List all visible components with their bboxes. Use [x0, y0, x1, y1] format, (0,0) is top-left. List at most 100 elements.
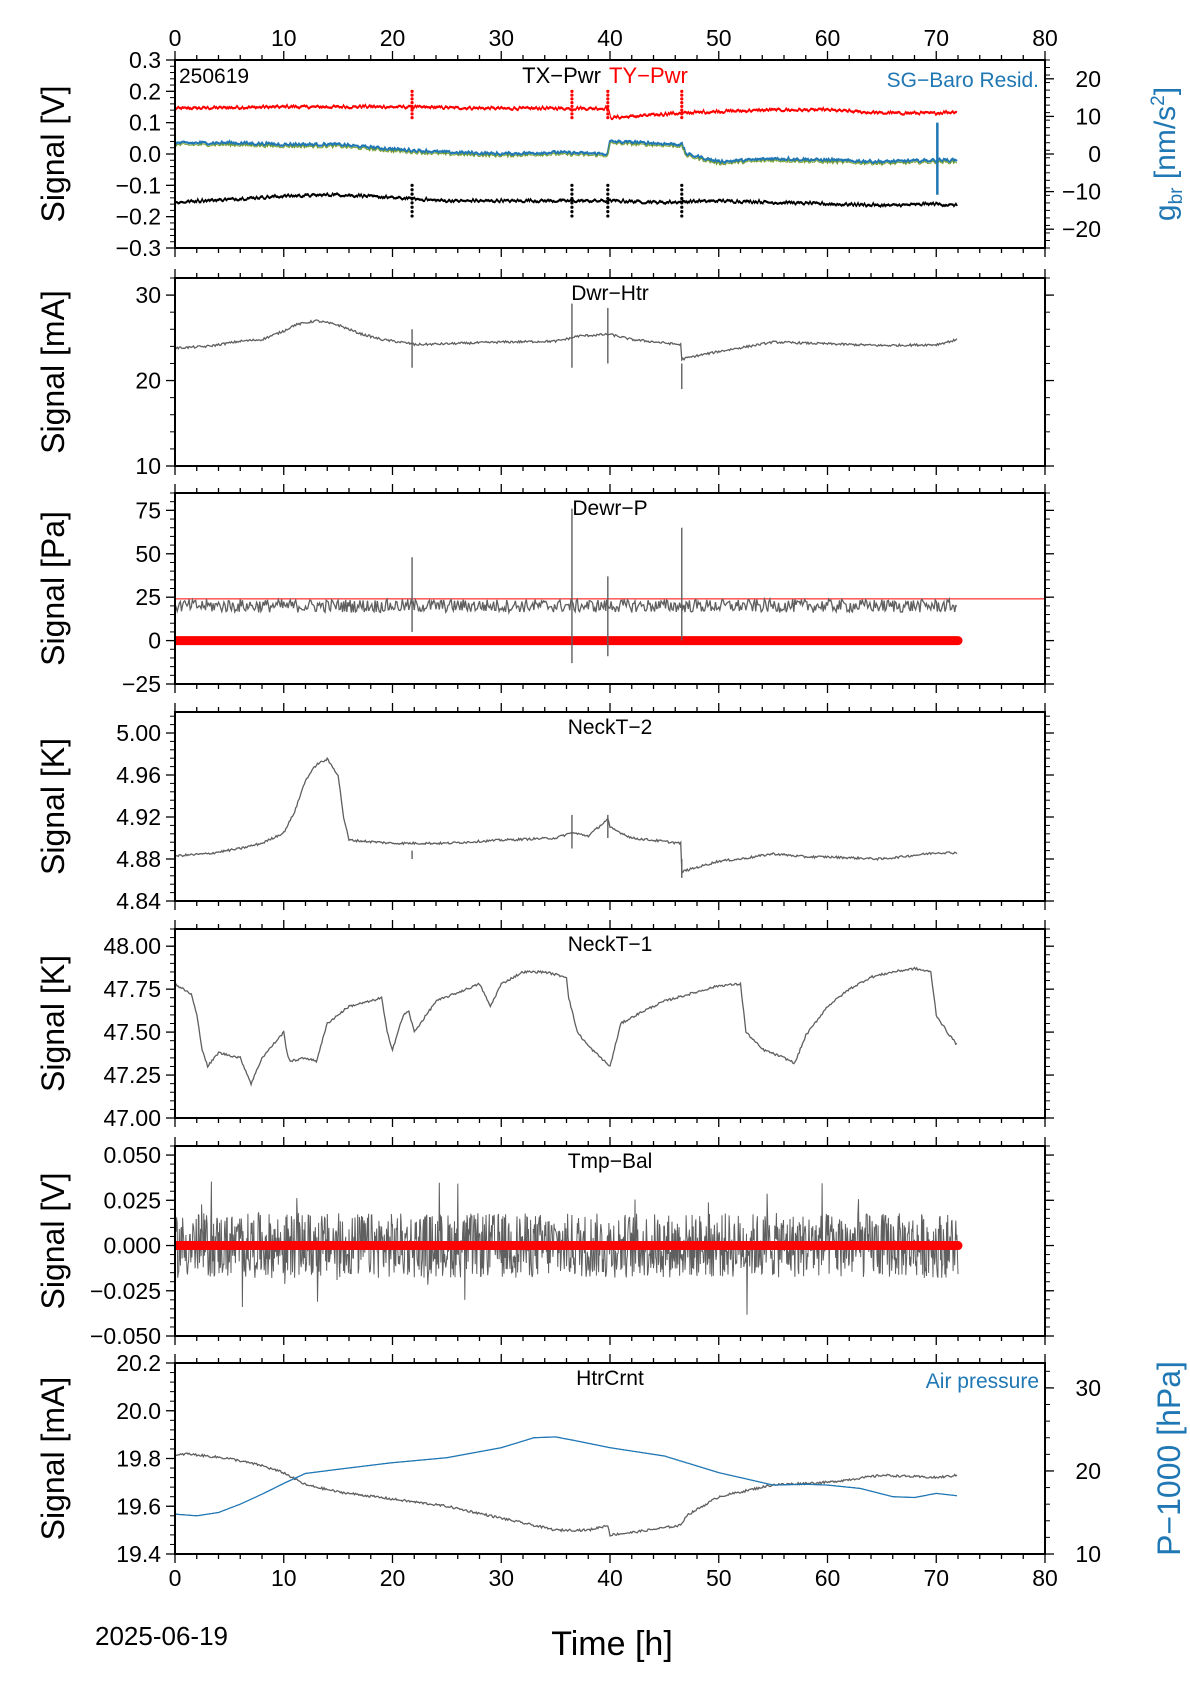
spike-point — [606, 116, 610, 120]
spike-point — [410, 214, 414, 218]
y2-tick-label: 20 — [1075, 66, 1101, 92]
spike-point — [570, 183, 574, 187]
y2-label-main: g — [1149, 204, 1182, 221]
spike-point — [680, 116, 684, 120]
spike-point — [606, 196, 610, 201]
series-line — [175, 191, 958, 210]
spike-point — [410, 108, 414, 112]
panel-title: Dewr−P — [572, 497, 647, 520]
series-line-fit — [175, 142, 958, 167]
y-axis-label: Signal [K] — [35, 738, 71, 875]
y-tick-label: 0.1 — [129, 110, 161, 136]
series-line-fit — [175, 106, 958, 122]
panel-2: 10 20 30 Signal [mA] Dwr−Htr — [35, 269, 1054, 479]
y-tick-label: 5.00 — [116, 720, 161, 746]
y2-label-sup: 2 — [1148, 95, 1169, 106]
chart-panels: 0 10 20 30 40 50 60 70 80−0.3−0.2−0.10.00.10.20.… — [35, 25, 1187, 1591]
y-tick-label: 4.96 — [116, 762, 161, 788]
y-tick-label: 0.2 — [129, 78, 161, 104]
spike-point — [570, 108, 574, 112]
y-axis-label: Signal [mA] — [35, 1377, 71, 1541]
y-tick-label: 48.00 — [103, 933, 161, 959]
x-tick-label: 30 — [488, 25, 514, 51]
y-tick-label: 0.000 — [103, 1233, 161, 1259]
spike-point — [410, 188, 414, 192]
y-tick-label: 0.050 — [103, 1142, 161, 1168]
x-tick-label: 20 — [380, 1565, 406, 1591]
panel-title: NeckT−2 — [568, 716, 653, 739]
x-tick-label: 50 — [706, 1565, 732, 1591]
spike-point — [410, 112, 414, 116]
y2-label-close: ] — [1149, 87, 1182, 95]
panel-3: −25 0 25 50 75 Signal [Pa] Dewr−P — [35, 484, 1054, 697]
y-tick-label: −0.3 — [116, 235, 161, 261]
series-line — [175, 139, 958, 166]
plot-area — [175, 493, 1045, 684]
x-tick-label: 10 — [271, 1565, 297, 1591]
spike-point — [680, 192, 684, 196]
y-tick-label: 19.8 — [116, 1446, 161, 1472]
x-tick-label: 70 — [923, 25, 949, 51]
spike-point — [680, 205, 684, 209]
plot-content — [175, 1181, 963, 1315]
y2-axis-label: P−1000 [hPa] — [1151, 1361, 1187, 1556]
spike-point — [680, 188, 684, 192]
spike-point — [606, 101, 610, 105]
y-tick-label: 47.00 — [103, 1105, 161, 1131]
spike-point — [410, 89, 414, 93]
y-axis-label: Signal [V] — [35, 1173, 71, 1310]
y-tick-label: −0.1 — [116, 172, 161, 198]
y-tick-label: 0.0 — [129, 141, 161, 167]
plot-area — [175, 929, 1045, 1118]
spike-point — [606, 188, 610, 192]
y2-tick-label: −20 — [1062, 216, 1101, 242]
y-tick-label: 0.025 — [103, 1187, 161, 1213]
spike-point — [606, 104, 610, 108]
spike-point — [606, 205, 610, 209]
plot-content — [175, 966, 958, 1087]
y-tick-label: 20 — [135, 368, 161, 394]
x-tick-label: 60 — [815, 1565, 841, 1591]
x-tick-label: 0 — [169, 25, 182, 51]
series-line — [175, 966, 958, 1087]
spike-point — [570, 97, 574, 101]
spike-point — [680, 104, 684, 108]
spike-point — [410, 183, 414, 187]
plot-area — [175, 1363, 1045, 1554]
spike-point — [570, 196, 574, 201]
y-tick-label: −25 — [122, 671, 161, 697]
y-tick-label: 20.0 — [116, 1398, 161, 1424]
spike-point — [680, 112, 684, 116]
x-tick-label: 0 — [169, 1565, 182, 1591]
y-tick-label: 19.6 — [116, 1493, 161, 1519]
panel-stamp: 250619 — [179, 65, 249, 88]
spike-point — [680, 97, 684, 101]
spike-point — [570, 101, 574, 105]
spike-point — [606, 183, 610, 187]
spike-point — [570, 210, 574, 214]
y-tick-label: 4.92 — [116, 804, 161, 830]
x-tick-label: 40 — [597, 25, 623, 51]
series-line — [175, 1436, 957, 1517]
legend-sg-baro: SG−Baro Resid. — [887, 69, 1039, 92]
y-tick-label: 0 — [148, 628, 161, 654]
spike-point — [570, 192, 574, 196]
spike-point — [680, 214, 684, 218]
spike-point — [570, 112, 574, 116]
spike-point — [606, 192, 610, 196]
series-line — [175, 756, 958, 874]
y-tick-label: 25 — [135, 584, 161, 610]
y2-tick-label: 10 — [1075, 103, 1101, 129]
spike-point — [410, 192, 414, 196]
x-tick-label: 60 — [815, 25, 841, 51]
y-tick-label: 47.25 — [103, 1062, 161, 1088]
spike-point — [606, 97, 610, 101]
x-tick-label: 80 — [1032, 1565, 1058, 1591]
panel-6: −0.050 −0.025 0.000 0.025 0.050 Signal [V] Tmp… — [35, 1137, 1054, 1349]
spike-point — [606, 201, 610, 205]
spike-point — [410, 101, 414, 105]
plot-content — [175, 1436, 958, 1537]
spike-point — [606, 210, 610, 214]
panel-title: Tmp−Bal — [568, 1150, 653, 1173]
y-tick-label: −0.025 — [90, 1278, 161, 1304]
